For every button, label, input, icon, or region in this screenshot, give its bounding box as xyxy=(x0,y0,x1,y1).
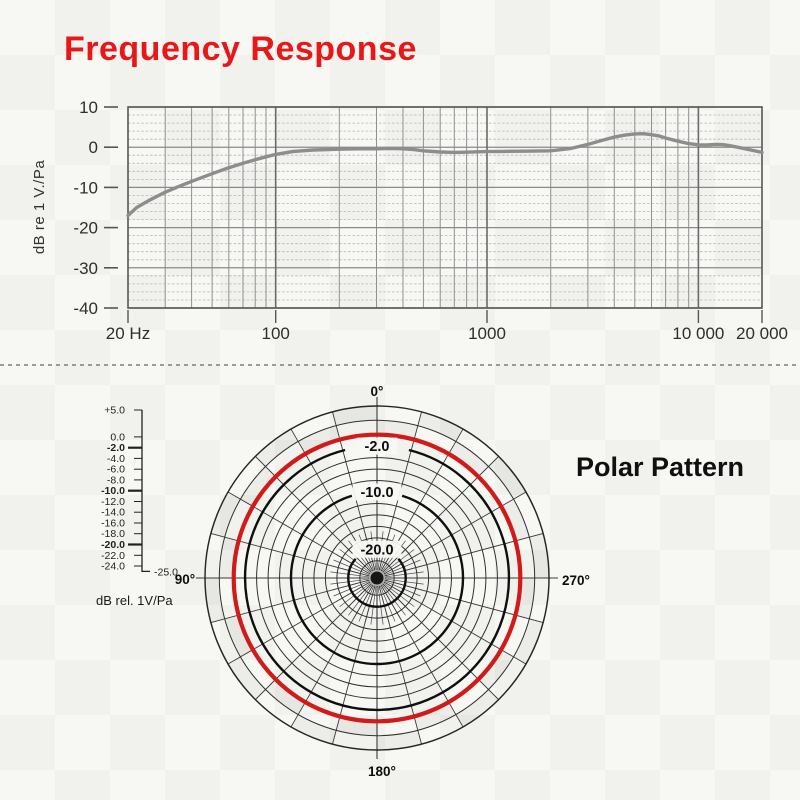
y-tick-label: -10 xyxy=(73,178,98,197)
grid-minor-vertical xyxy=(164,107,690,308)
x-tick-label: 20 000 xyxy=(736,324,788,343)
y-tick-label: -30 xyxy=(73,259,98,278)
omnidirectional-pattern-curve xyxy=(231,432,523,724)
ruler-tick-label: -4.0 xyxy=(107,453,125,465)
y-axis-labels: 10 0 -10 -20 -30 -40 xyxy=(73,98,98,318)
ruler-axis-line xyxy=(141,410,150,573)
angle-label-180: 180° xyxy=(368,764,396,779)
polar-pattern-chart: -2.0 -10.0 -20.0 0° 90° 180° 270° xyxy=(175,384,590,779)
ruler-tick-label: -6.0 xyxy=(107,464,125,476)
ruler-tick-label: -12.0 xyxy=(101,496,125,508)
ruler-tick-label: -8.0 xyxy=(107,474,125,486)
center-dot xyxy=(370,571,384,585)
angle-label-270: 270° xyxy=(562,573,590,588)
outer-ring xyxy=(204,405,550,751)
section-divider xyxy=(0,364,800,366)
angle-label-0: 0° xyxy=(371,384,384,399)
polar-pattern-title: Polar Pattern xyxy=(575,452,745,482)
x-tick-label: 20 Hz xyxy=(106,324,150,343)
ruler-tick-label: -10.0 xyxy=(101,485,125,497)
angle-labels: 0° 90° 180° 270° xyxy=(175,384,590,779)
response-curve xyxy=(126,132,764,218)
x-tick-label: 1000 xyxy=(468,324,506,343)
grid-major-vertical xyxy=(274,107,700,308)
ring-labels: -2.0 -10.0 -20.0 xyxy=(352,437,402,558)
y-tick-label: -40 xyxy=(73,299,98,318)
x-tick-label: 10 000 xyxy=(672,324,724,343)
bold-rings xyxy=(243,448,511,712)
ruler-tick-label: -24.0 xyxy=(101,561,125,573)
angle-label-90: 90° xyxy=(175,572,195,587)
thin-rings xyxy=(218,419,536,737)
ruler-ticks: +5.00.0-2.0-4.0-6.0-8.0-10.0-12.0-14.0-1… xyxy=(101,405,142,573)
ruler-tick-label: 0.0 xyxy=(110,431,125,443)
db-scale-unit-label: dB rel. 1V/Pa xyxy=(96,593,173,608)
ring-db-label: -10.0 xyxy=(360,485,393,501)
ruler-center-value-label: -25.0 xyxy=(154,566,178,578)
y-tick-label: -20 xyxy=(73,219,98,238)
db-scale-ruler: +5.00.0-2.0-4.0-6.0-8.0-10.0-12.0-14.0-1… xyxy=(101,405,178,579)
ruler-tick-label: -18.0 xyxy=(101,528,125,540)
ruler-tick-label: -14.0 xyxy=(101,507,125,519)
frequency-response-title: Frequency Response xyxy=(64,30,417,68)
ruler-tick-label: -22.0 xyxy=(101,550,125,562)
y-tick-label: 10 xyxy=(79,98,98,117)
ring-db-label: -2.0 xyxy=(365,439,390,455)
x-axis-labels: 20 Hz 100 1000 10 000 20 000 xyxy=(106,310,788,343)
ruler-tick-label: +5.0 xyxy=(104,405,125,417)
y-axis-title: dB re 1 V./Pa xyxy=(31,160,48,254)
plot-border xyxy=(127,106,763,309)
ruler-tick-label: -2.0 xyxy=(107,442,125,454)
ruler-tick-label: -16.0 xyxy=(101,518,125,530)
y-tick-label: 0 xyxy=(89,138,98,157)
ruler-tick-label: -20.0 xyxy=(101,539,125,551)
grid-minor-horizontal xyxy=(128,114,762,301)
x-tick-label: 100 xyxy=(262,324,290,343)
ring-db-label: -20.0 xyxy=(360,542,393,558)
